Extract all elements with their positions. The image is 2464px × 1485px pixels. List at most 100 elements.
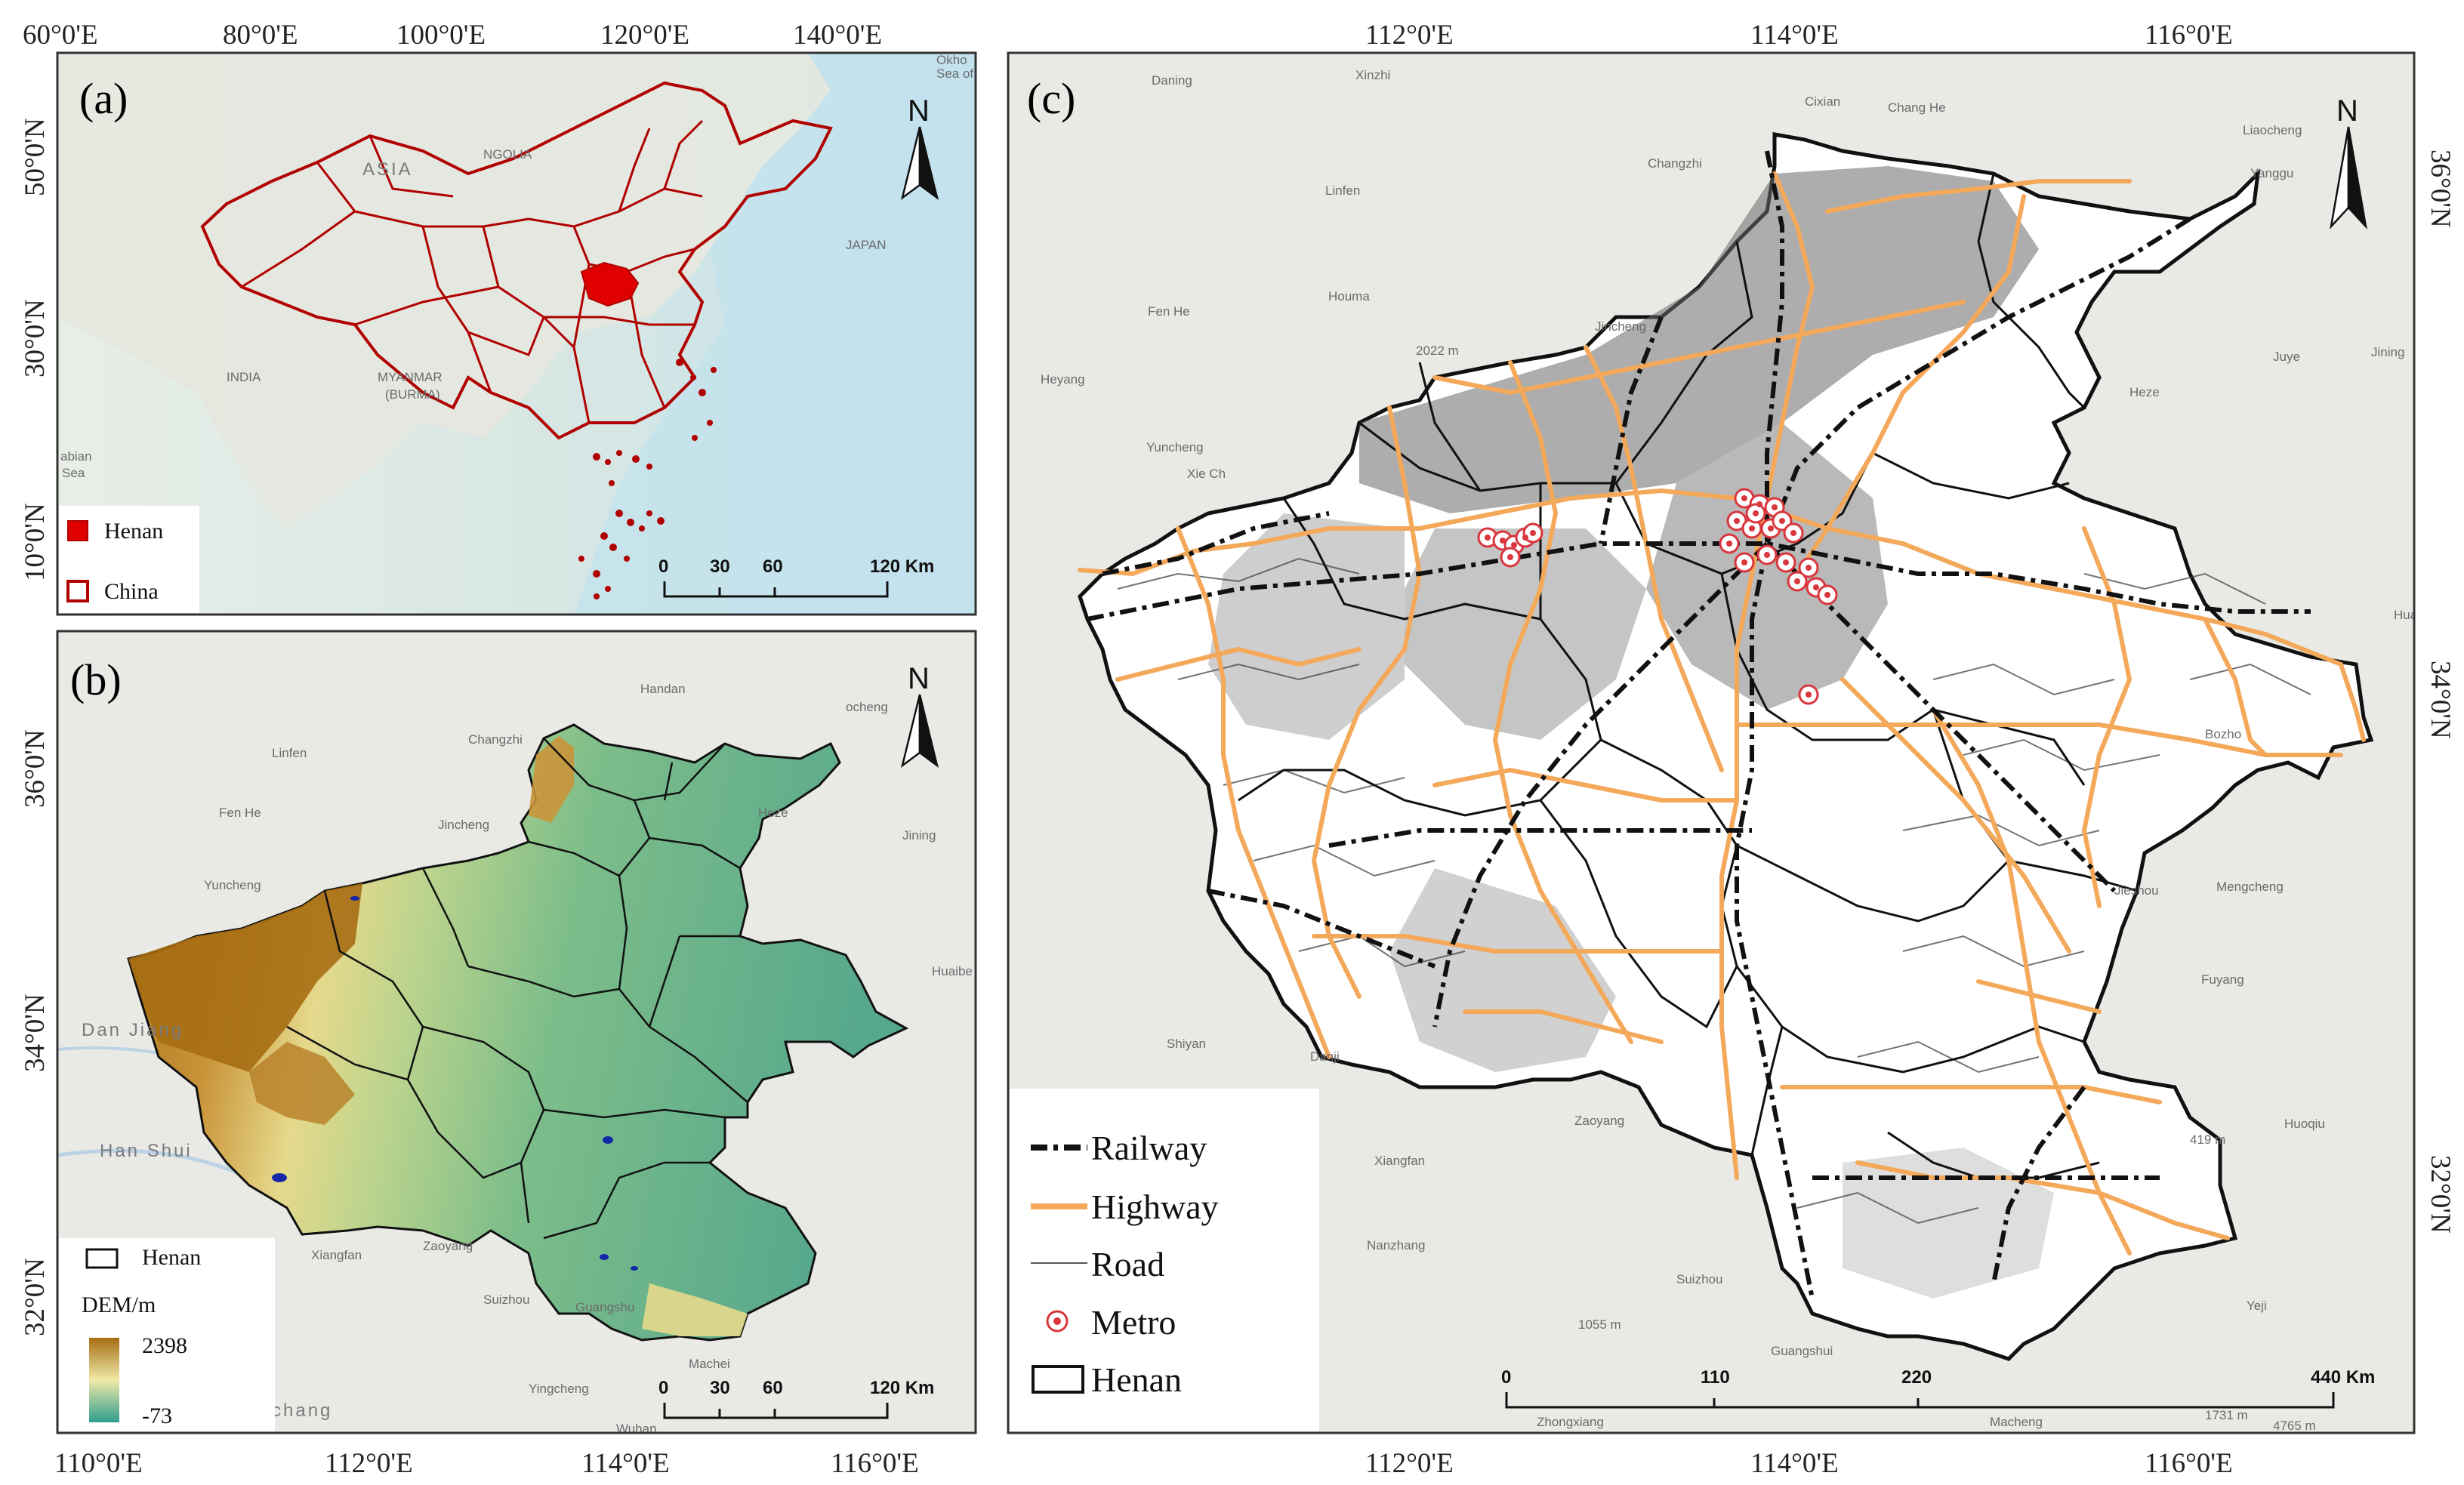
basemap-label: 419 m	[2190, 1132, 2225, 1147]
basemap-label: Heyang	[1041, 372, 1085, 387]
basemap-label: ASIA	[362, 159, 413, 180]
lon-tick: 60°0'E	[23, 20, 98, 51]
panel-a-ocean	[574, 53, 976, 615]
basemap-label: Yuncheng	[1146, 440, 1204, 454]
legend-title: DEM/m	[82, 1292, 156, 1317]
metro-stations	[1477, 488, 1838, 705]
basemap-label: Suizhou	[1676, 1272, 1722, 1286]
basemap-label: Machei	[689, 1357, 730, 1371]
basemap-label: Jincheng	[1595, 319, 1646, 334]
panel-a-label: (a)	[79, 74, 128, 123]
south-sea-islands	[578, 359, 717, 599]
dem-mountain-patch	[642, 1283, 748, 1336]
lon-tick: 114°0'E	[1750, 20, 1839, 51]
basemap-label: Chang He	[1888, 100, 1946, 115]
svg-text:120 Km: 120 Km	[870, 556, 934, 577]
legend-label: Henan	[104, 519, 163, 544]
lon-tick: 116°0'E	[2145, 1448, 2233, 1479]
basemap-label: Jieshou	[2114, 883, 2159, 898]
basemap-label: Huoqiu	[2284, 1117, 2325, 1131]
lon-tick: 114°0'E	[581, 1448, 670, 1479]
basemap-label: Guangshu	[575, 1300, 634, 1314]
lon-tick: 112°0'E	[325, 1448, 413, 1479]
lon-tick: 114°0'E	[1750, 1448, 1839, 1479]
panel-a: ASIA NGOLIA JAPAN INDIA MYANMAR (BURMA) …	[20, 20, 977, 616]
basemap-label: abian	[60, 449, 92, 464]
legend-label: Henan	[142, 1245, 201, 1270]
panel-b-legend: Henan DEM/m 2398 -73	[59, 1238, 275, 1431]
panel-b: Handan Changzhi Linfen Jincheng Yuncheng…	[20, 630, 977, 1479]
dem-min-label: -73	[142, 1403, 172, 1428]
lat-tick: 10°0'N	[20, 503, 51, 581]
svg-text:30: 30	[710, 1378, 730, 1398]
basemap-label: Yeji	[2247, 1299, 2267, 1313]
basemap-label: Bozho	[2205, 727, 2241, 741]
basemap-label: Daning	[1152, 73, 1192, 88]
basemap-label: Nanzhang	[1367, 1238, 1426, 1252]
lat-tick: 34°0'N	[2425, 661, 2456, 739]
svg-text:60: 60	[763, 1378, 783, 1398]
panel-c-legend: Railway Highway Road Metro Henan	[1010, 1089, 1319, 1431]
panel-a-land-mass	[57, 53, 831, 528]
basemap-label: 1731 m	[2205, 1408, 2248, 1422]
dem-mountain-patch	[128, 883, 362, 1072]
basemap-label: Sea of	[936, 66, 973, 81]
basemap-label: Jining	[902, 828, 936, 843]
basemap-label: Fen He	[1148, 304, 1190, 319]
han-shui-river	[57, 1148, 251, 1180]
panel-b-scale-bar: 0 30 60 120 Km	[658, 1378, 934, 1419]
lon-tick: 112°0'E	[1365, 1448, 1454, 1479]
basemap-label: Huaibe	[932, 964, 973, 978]
metro-station-centers	[1485, 495, 1830, 698]
panel-c-scale-bar: 0 110 220 440 Km	[1501, 1367, 2375, 1409]
basemap-label: Yanggu	[2250, 166, 2293, 180]
lon-tick: 100°0'E	[396, 20, 486, 51]
henan-highlight	[580, 261, 640, 307]
boundary-box-icon	[85, 1248, 119, 1269]
lon-tick: 116°0'E	[831, 1448, 919, 1479]
highway-network	[1078, 171, 2366, 1255]
basemap-label: ocheng	[846, 700, 888, 714]
svg-text:120 Km: 120 Km	[870, 1378, 934, 1398]
svg-text:30: 30	[710, 556, 730, 577]
province-borders	[241, 119, 704, 424]
outline-red-square-icon	[66, 580, 89, 602]
lat-tick: 36°0'N	[20, 729, 51, 808]
basemap-label: Danji	[1310, 1049, 1340, 1064]
legend-label: Highway	[1091, 1188, 1219, 1226]
svg-text:0: 0	[1501, 1367, 1511, 1388]
basemap-label: Jining	[2371, 345, 2404, 359]
basemap-label: Yingcheng	[529, 1382, 589, 1396]
panel-a-frame	[56, 51, 977, 616]
panel-c-label: (c)	[1027, 74, 1075, 123]
north-arrow-icon: N	[2330, 94, 2367, 230]
basemap-label: Shiyan	[1167, 1037, 1206, 1051]
basemap-label: Okho	[936, 53, 967, 67]
lat-tick: 50°0'N	[20, 118, 51, 196]
basemap-label: Wuhan	[616, 1422, 657, 1436]
basemap-label: Hua	[2394, 608, 2418, 622]
basemap-label: 2022 m	[1416, 344, 1459, 358]
basemap-label: Guangshui	[1771, 1344, 1833, 1358]
basemap-label: Mengcheng	[2216, 880, 2284, 894]
lon-tick: 120°0'E	[600, 20, 689, 51]
lat-tick: 32°0'N	[2425, 1155, 2456, 1234]
boundary-box-icon	[1032, 1365, 1084, 1394]
basemap-label: (BURMA)	[385, 387, 440, 402]
railway-network	[1087, 150, 2311, 1299]
legend-label: China	[104, 579, 159, 604]
svg-text:440 Km: 440 Km	[2311, 1367, 2375, 1388]
lon-tick: 112°0'E	[1365, 20, 1454, 51]
basemap-label: Han Shui	[100, 1141, 193, 1161]
legend-label: Henan	[1091, 1360, 1182, 1399]
lat-tick: 32°0'N	[20, 1258, 51, 1336]
basemap-label: Zhongxiang	[1537, 1415, 1604, 1429]
panel-b-frame	[56, 630, 977, 1434]
panel-a-legend: Henan China	[59, 506, 199, 613]
basemap-label: MYANMAR	[378, 370, 443, 384]
metro-station-icon	[1046, 1310, 1069, 1332]
lon-tick: 80°0'E	[223, 20, 298, 51]
lat-tick: 36°0'N	[2425, 149, 2456, 228]
lat-tick: 30°0'N	[20, 299, 51, 377]
basemap-label: Zaoyang	[423, 1239, 473, 1253]
